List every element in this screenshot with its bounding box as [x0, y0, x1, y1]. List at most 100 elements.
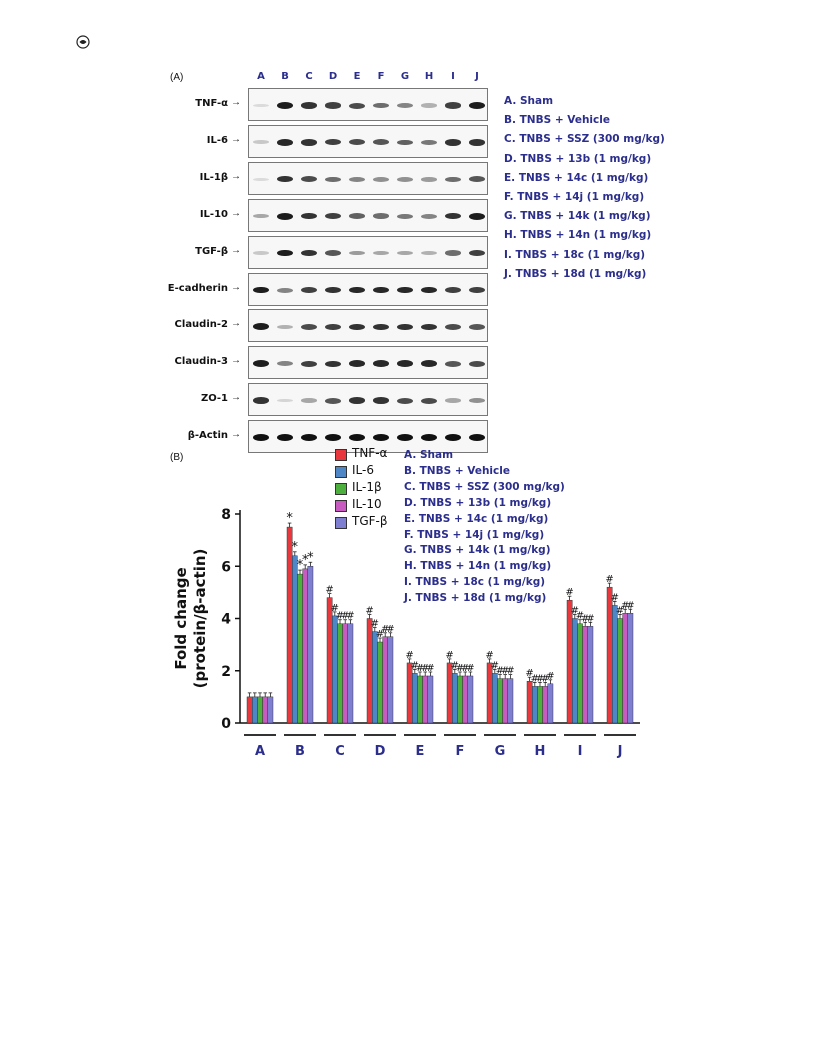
blot-band [349, 213, 365, 219]
blot-band [277, 287, 293, 293]
lane-letter-j: J [475, 71, 479, 82]
legend-item: G. TNBS + 14k (1 mg/kg) [504, 210, 651, 223]
significance-mark: # [416, 663, 424, 674]
bar [547, 683, 554, 724]
blot-band [445, 286, 461, 294]
significance-mark: # [386, 624, 394, 635]
blot-band [277, 102, 293, 109]
publisher-logo-icon [76, 35, 90, 49]
blot-band [373, 176, 389, 182]
bar [537, 686, 543, 724]
blot-band [373, 397, 389, 404]
bar [331, 615, 338, 724]
blot-band [469, 212, 485, 220]
blot-band [253, 213, 269, 219]
y-tick-label: 8 [221, 507, 231, 523]
bar [566, 600, 573, 724]
x-tick-label: B [295, 744, 305, 759]
blot-band [421, 434, 437, 442]
blot-band [253, 286, 269, 294]
bar [262, 696, 268, 724]
bar [267, 696, 274, 724]
blot-strip [248, 161, 488, 195]
blot-band [421, 213, 437, 219]
blot-band [253, 140, 269, 145]
x-tick-label: G [495, 744, 506, 759]
bar [622, 613, 629, 724]
blot-strip [248, 383, 488, 417]
blot-band [373, 213, 389, 219]
legend-item: J. TNBS + 18d (1 mg/kg) [404, 592, 547, 605]
significance-mark: # [381, 624, 389, 635]
blot-band [397, 323, 413, 331]
panel-a-label: (A) [170, 72, 184, 83]
blot-band [421, 176, 437, 182]
significance-mark: # [461, 663, 469, 674]
blot-band [445, 139, 461, 146]
y-axis-label: (protein/β-actin) [191, 549, 209, 689]
bar [572, 618, 578, 724]
bar [246, 696, 253, 724]
blot-label: TNF-α [195, 98, 228, 109]
blot-band [445, 323, 461, 330]
blot-band [349, 286, 365, 294]
significance-mark: # [576, 611, 584, 622]
series-swatch [335, 517, 347, 529]
blot-band [397, 397, 413, 404]
bar [627, 613, 634, 724]
legend-item: D. TNBS + 13b (1 mg/kg) [404, 496, 552, 509]
legend-item: H. TNBS + 14n (1 mg/kg) [404, 560, 552, 573]
arrow-right-icon: → [231, 281, 241, 293]
blot-label: IL-10 [199, 208, 228, 220]
blot-band [325, 176, 341, 182]
bar [507, 678, 514, 724]
bar [587, 626, 594, 724]
y-tick-label: 4 [221, 612, 231, 628]
lane-letter-h: H [424, 71, 434, 82]
bar [617, 618, 623, 724]
blot-band [349, 323, 365, 331]
significance-mark: * [297, 558, 304, 573]
bar [526, 680, 533, 724]
bar [291, 555, 298, 724]
blot-band [301, 249, 317, 257]
x-tick-label: F [456, 744, 465, 759]
blot-band [349, 397, 365, 404]
lane-letter-c: C [305, 71, 313, 82]
blot-band [253, 251, 269, 255]
blot-strip [248, 198, 488, 232]
blot-band [277, 361, 293, 367]
blot-band [373, 360, 389, 368]
blot-band [325, 323, 341, 330]
significance-mark: # [581, 613, 589, 624]
series-swatch [335, 466, 347, 478]
blot-band [253, 360, 269, 368]
legend-item: C. TNBS + SSZ (300 mg/kg) [404, 480, 565, 493]
blot-band [469, 323, 485, 330]
bar [467, 675, 474, 724]
x-tick-label: A [255, 744, 265, 759]
series-name: IL-1β [352, 480, 382, 494]
significance-mark: * [307, 550, 314, 565]
series-name: TGF-β [352, 514, 388, 528]
significance-mark: # [336, 611, 344, 622]
blot-band [301, 286, 317, 294]
legend-item: F. TNBS + 14j (1 mg/kg) [404, 528, 545, 541]
arrow-right-icon: → [231, 133, 241, 145]
significance-mark: * [292, 540, 299, 555]
significance-mark: # [411, 660, 419, 671]
blot-strip [248, 420, 488, 454]
blot-band [277, 434, 293, 442]
significance-mark: # [605, 574, 613, 585]
legend-item: I. TNBS + 18c (1 mg/kg) [404, 576, 546, 589]
series-swatch [335, 449, 347, 461]
significance-mark: # [571, 606, 579, 617]
blot-band [325, 139, 341, 146]
bar [502, 678, 509, 724]
blot-band [421, 286, 437, 294]
significance-mark: # [426, 663, 434, 674]
bar [452, 673, 458, 724]
blot-label: Claudin-2 [174, 319, 228, 331]
y-tick-label: 0 [221, 716, 231, 732]
